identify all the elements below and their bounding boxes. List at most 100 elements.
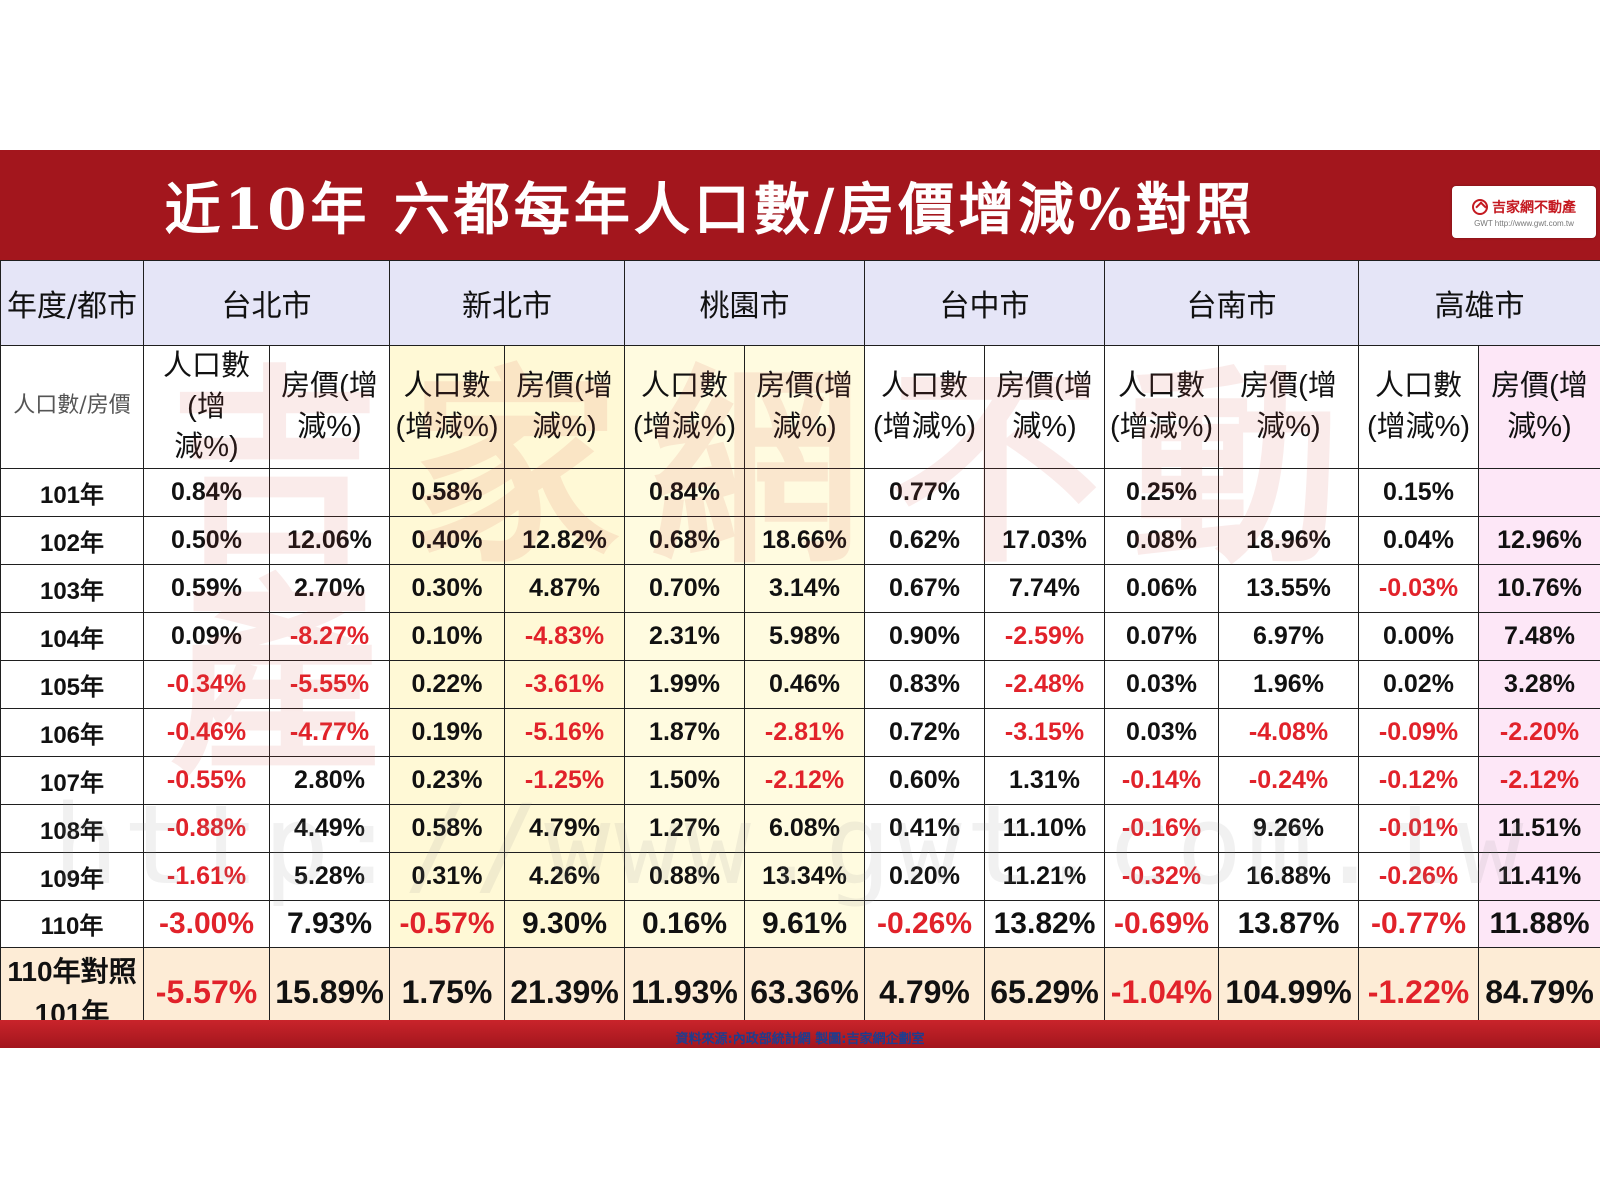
logo-url: GWT http://www.gwt.com.tw (1474, 218, 1574, 228)
header-line: (增減%) (1109, 410, 1214, 443)
header-line: 房價(增 (516, 370, 613, 403)
cell-value: -2.59% (1004, 621, 1085, 650)
cell-value: -0.26% (876, 906, 973, 940)
cell-value: 9.26% (1253, 813, 1324, 842)
price-change-cell: 9.61% (744, 899, 865, 948)
cell-value: -2.48% (1004, 669, 1085, 698)
cell-value: 4.79% (529, 813, 600, 842)
population-header-taipei: 人口數(增 減%) (143, 345, 270, 469)
sub-header-row: 人口數/房價 人口數(增 減%) 房價(增 減%) 人口數 (增減%) 房價(增 減%) 人口數(… (0, 345, 1600, 469)
price-change-cell: -0.24% (1218, 755, 1359, 805)
cell-value: 18.66% (762, 525, 847, 554)
header-line: 人口數 (1117, 370, 1205, 403)
population-change-cell: -0.16% (1104, 803, 1219, 853)
header-line: 人口數 (640, 370, 728, 403)
price-header-taoyuan: 房價(增 減%) (744, 345, 865, 469)
brand-logo: 吉家網不動產 GWT http://www.gwt.com.tw (1452, 186, 1596, 238)
cell-value: -0.01% (1378, 813, 1459, 842)
population-header-kaohsiung: 人口數 (增減%) (1358, 345, 1479, 469)
cell-value: 0.03% (1126, 717, 1197, 746)
price-change-cell (269, 467, 390, 517)
population-change-cell: -0.88% (143, 803, 270, 853)
header-line: (增減%) (632, 410, 737, 443)
city-header-tainan: 台南市 (1104, 260, 1359, 346)
cell-value: -4.08% (1248, 717, 1329, 746)
price-change-cell: 12.82% (504, 515, 625, 565)
cell-value: 0.77% (889, 477, 960, 506)
cell-value: -3.15% (1004, 717, 1085, 746)
cell-value: -5.55% (289, 669, 370, 698)
population-change-cell: 0.60% (864, 755, 985, 805)
population-change-cell: 0.19% (389, 707, 505, 757)
population-change-cell: 0.88% (624, 851, 745, 901)
cell-value: 18.96% (1246, 525, 1331, 554)
house-logo-icon (1472, 198, 1488, 215)
header-line: 減%) (532, 410, 597, 443)
price-change-cell: 5.28% (269, 851, 390, 901)
population-change-cell: 0.70% (624, 563, 745, 613)
year-cell: 106年 (0, 707, 144, 757)
population-change-cell: 0.04% (1358, 515, 1479, 565)
cell-value: 6.08% (769, 813, 840, 842)
sub-header-label: 人口數/房價 (0, 345, 144, 469)
cell-value: -0.69% (1113, 906, 1210, 940)
price-change-cell (984, 467, 1105, 517)
population-change-cell: 0.07% (1104, 611, 1219, 661)
price-change-cell: 13.87% (1218, 899, 1359, 948)
price-change-cell: 7.74% (984, 563, 1105, 613)
cell-value: 7.48% (1504, 621, 1575, 650)
population-change-cell: 0.09% (143, 611, 270, 661)
population-change-cell: 0.41% (864, 803, 985, 853)
population-change-cell: 0.77% (864, 467, 985, 517)
price-change-cell: -4.83% (504, 611, 625, 661)
price-change-cell: 13.34% (744, 851, 865, 901)
cell-value: 1.31% (1009, 765, 1080, 794)
population-change-cell: -0.34% (143, 659, 270, 709)
population-change-cell: 0.03% (1104, 707, 1219, 757)
price-change-cell: -5.16% (504, 707, 625, 757)
year-cell: 107年 (0, 755, 144, 805)
cell-value: -1.04% (1110, 974, 1213, 1011)
city-header-taoyuan: 桃園市 (624, 260, 865, 346)
cell-value: -2.12% (764, 765, 845, 794)
cell-value: -0.55% (166, 765, 247, 794)
price-change-cell: 18.96% (1218, 515, 1359, 565)
cell-value: 12.96% (1497, 525, 1582, 554)
table-row: 108年 -0.88% 4.49% 0.58% 4.79% 1.27% 6.08% 0.41%… (0, 803, 1600, 853)
year-cell: 103年 (0, 563, 144, 613)
cell-value: -0.46% (166, 717, 247, 746)
price-change-cell: 7.93% (269, 899, 390, 948)
population-change-cell: 0.03% (1104, 659, 1219, 709)
footer-bar: 資料來源:內政部統計網 製圖:吉家網企劃室 (0, 1020, 1600, 1048)
cell-value: 12.06% (287, 525, 372, 554)
population-change-cell: 0.16% (624, 899, 745, 948)
population-change-cell: 0.67% (864, 563, 985, 613)
cell-value: 3.14% (769, 573, 840, 602)
cell-value: 9.61% (761, 906, 848, 940)
cell-value: -0.32% (1121, 861, 1202, 890)
cell-value: 1.27% (649, 813, 720, 842)
price-change-cell (504, 467, 625, 517)
year-cell: 102年 (0, 515, 144, 565)
population-change-cell: -0.09% (1358, 707, 1479, 757)
cell-value: 0.72% (889, 717, 960, 746)
cell-value: 5.98% (769, 621, 840, 650)
cell-value: -1.22% (1367, 974, 1470, 1011)
cell-value: 0.08% (1126, 525, 1197, 554)
population-change-cell: 0.23% (389, 755, 505, 805)
cell-value: -0.88% (166, 813, 247, 842)
price-change-cell: -2.20% (1478, 707, 1600, 757)
cell-value: 11.93% (631, 974, 738, 1011)
cell-value: 0.88% (649, 861, 720, 890)
cell-value: 0.06% (1126, 573, 1197, 602)
population-change-cell: 0.90% (864, 611, 985, 661)
cell-value: 0.70% (649, 573, 720, 602)
cell-value: 11.41% (1497, 861, 1582, 890)
population-header-new-taipei: 人口數 (增減%) (389, 345, 505, 469)
cell-value: -8.27% (289, 621, 370, 650)
cell-value: -2.81% (764, 717, 845, 746)
price-change-cell: -4.77% (269, 707, 390, 757)
cell-value: -0.24% (1248, 765, 1329, 794)
population-change-cell: 2.31% (624, 611, 745, 661)
cell-value: 4.26% (529, 861, 600, 890)
